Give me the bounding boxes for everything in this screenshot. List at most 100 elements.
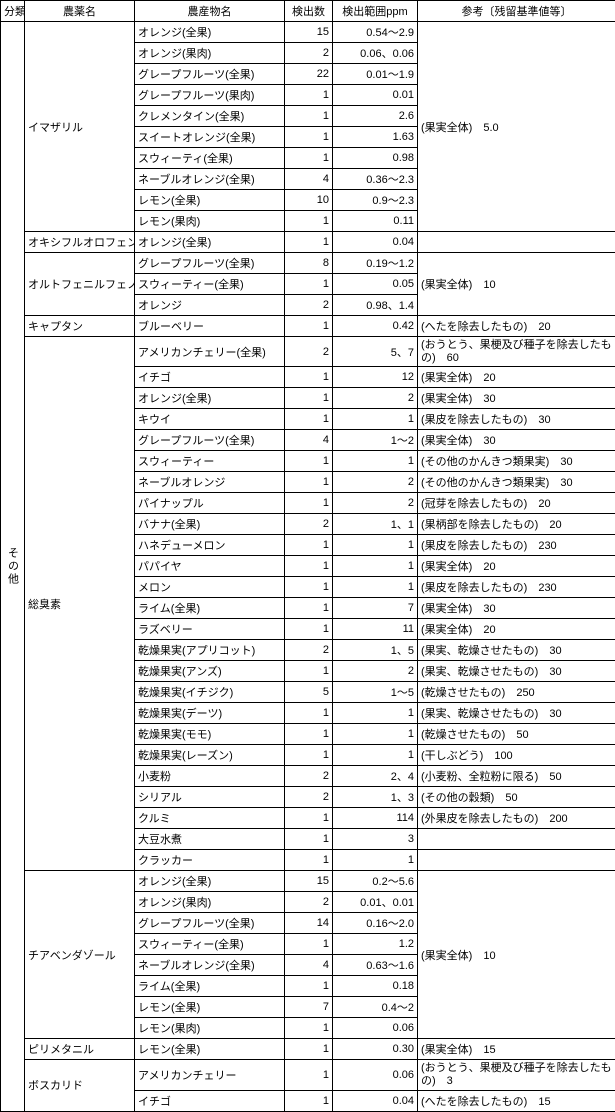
range-cell: 0.2～5.6 [333, 871, 418, 892]
range-cell: 1 [333, 535, 418, 556]
range-cell: 1 [333, 556, 418, 577]
count-cell: 7 [285, 997, 333, 1018]
reference-cell: (果実、乾燥させたもの) 30 [418, 640, 615, 661]
count-cell: 4 [285, 169, 333, 190]
pesticide-cell: ボスカリド [25, 1060, 135, 1111]
produce-cell: スウィーティ(全果) [135, 148, 285, 169]
table-body: その他イマザリルオレンジ(全果)150.54～2.9(果実全体) 5.0オレンジ… [1, 22, 615, 1112]
range-cell: 11 [333, 619, 418, 640]
range-cell: 2.6 [333, 106, 418, 127]
range-cell: 1 [333, 409, 418, 430]
produce-cell: 乾燥果実(アンズ) [135, 661, 285, 682]
range-cell: 1.63 [333, 127, 418, 148]
reference-cell: (外果皮を除去したもの) 200 [418, 808, 615, 829]
range-cell: 1 [333, 577, 418, 598]
produce-cell: 乾燥果実(モモ) [135, 724, 285, 745]
count-cell: 1 [285, 388, 333, 409]
count-cell: 1 [285, 451, 333, 472]
produce-cell: パイナップル [135, 493, 285, 514]
count-cell: 1 [285, 976, 333, 997]
produce-cell: オレンジ(果肉) [135, 43, 285, 64]
produce-cell: 小麦粉 [135, 766, 285, 787]
range-cell: 1 [333, 745, 418, 766]
count-cell: 15 [285, 22, 333, 43]
reference-cell: (果皮を除去したもの) 230 [418, 535, 615, 556]
range-cell: 0.11 [333, 211, 418, 232]
header-count: 検出数 [285, 1, 333, 22]
range-cell: 0.18 [333, 976, 418, 997]
header-reference: 参考〔残留基準値等〕 [418, 1, 615, 22]
produce-cell: 大豆水煮 [135, 829, 285, 850]
count-cell: 5 [285, 682, 333, 703]
header-produce: 農産物名 [135, 1, 285, 22]
count-cell: 1 [285, 472, 333, 493]
range-cell: 0.04 [333, 1090, 418, 1111]
reference-cell: (果実全体) 30 [418, 388, 615, 409]
count-cell: 1 [285, 724, 333, 745]
reference-cell: (乾燥させたもの) 50 [418, 724, 615, 745]
count-cell: 1 [285, 367, 333, 388]
reference-cell: (おうとう、果梗及び種子を除去したもの) 3 [418, 1060, 615, 1090]
reference-cell [418, 829, 615, 850]
range-cell: 3 [333, 829, 418, 850]
count-cell: 1 [285, 106, 333, 127]
count-cell: 1 [285, 274, 333, 295]
produce-cell: ネーブルオレンジ(全果) [135, 169, 285, 190]
count-cell: 1 [285, 1090, 333, 1111]
reference-cell [418, 850, 615, 871]
produce-cell: グレープフルーツ(全果) [135, 913, 285, 934]
range-cell: 1、1 [333, 514, 418, 535]
reference-cell: (果実、乾燥させたもの) 30 [418, 703, 615, 724]
range-cell: 0.9～2.3 [333, 190, 418, 211]
count-cell: 1 [285, 1039, 333, 1060]
produce-cell: 乾燥果実(レーズン) [135, 745, 285, 766]
count-cell: 4 [285, 430, 333, 451]
produce-cell: メロン [135, 577, 285, 598]
range-cell: 1、3 [333, 787, 418, 808]
count-cell: 1 [285, 409, 333, 430]
range-cell: 1、5 [333, 640, 418, 661]
count-cell: 2 [285, 337, 333, 367]
produce-cell: オレンジ [135, 295, 285, 316]
count-cell: 2 [285, 892, 333, 913]
produce-cell: クルミ [135, 808, 285, 829]
count-cell: 2 [285, 514, 333, 535]
produce-cell: グレープフルーツ(果肉) [135, 85, 285, 106]
range-cell: 0.06 [333, 1060, 418, 1090]
reference-cell: (おうとう、果梗及び種子を除去したもの) 60 [418, 337, 615, 367]
produce-cell: スウィーティー [135, 451, 285, 472]
reference-cell: (へたを除去したもの) 15 [418, 1090, 615, 1111]
range-cell: 0.05 [333, 274, 418, 295]
data-table: 分類 農薬名 農産物名 検出数 検出範囲ppm 参考〔残留基準値等〕 その他イマ… [0, 0, 615, 1112]
count-cell: 1 [285, 745, 333, 766]
range-cell: 0.98 [333, 148, 418, 169]
range-cell: 0.42 [333, 316, 418, 337]
count-cell: 4 [285, 955, 333, 976]
header-pesticide: 農薬名 [25, 1, 135, 22]
produce-cell: レモン(全果) [135, 190, 285, 211]
range-cell: 2 [333, 388, 418, 409]
produce-cell: オレンジ(全果) [135, 388, 285, 409]
count-cell: 1 [285, 703, 333, 724]
range-cell: 0.19～1.2 [333, 253, 418, 274]
range-cell: 1 [333, 703, 418, 724]
reference-cell: (乾燥させたもの) 250 [418, 682, 615, 703]
produce-cell: キウイ [135, 409, 285, 430]
category-cell: その他 [1, 22, 25, 1112]
pesticide-cell: オルトフェニルフェノール [25, 253, 135, 316]
pesticide-cell: イマザリル [25, 22, 135, 232]
reference-cell: (果実全体) 20 [418, 619, 615, 640]
produce-cell: イチゴ [135, 1090, 285, 1111]
produce-cell: オレンジ(果肉) [135, 892, 285, 913]
reference-cell: (果実全体) 30 [418, 598, 615, 619]
range-cell: 0.54～2.9 [333, 22, 418, 43]
count-cell: 15 [285, 871, 333, 892]
count-cell: 1 [285, 619, 333, 640]
produce-cell: レモン(果肉) [135, 1018, 285, 1039]
count-cell: 1 [285, 127, 333, 148]
produce-cell: レモン(果肉) [135, 211, 285, 232]
count-cell: 2 [285, 295, 333, 316]
reference-cell: (果実全体) 15 [418, 1039, 615, 1060]
range-cell: 0.63～1.6 [333, 955, 418, 976]
range-cell: 0.01 [333, 85, 418, 106]
